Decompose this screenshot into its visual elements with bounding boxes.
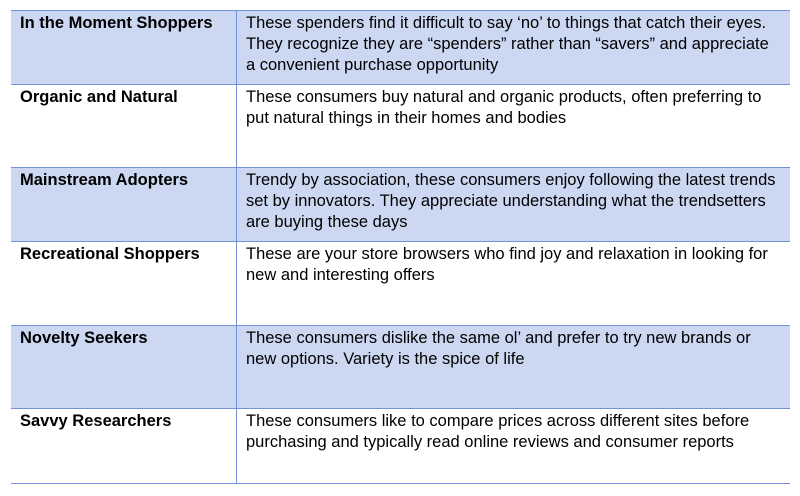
segment-name: Organic and Natural xyxy=(11,84,237,168)
shopper-segments-table: In the Moment Shoppers These spenders fi… xyxy=(11,10,790,484)
table-row: Recreational Shoppers These are your sto… xyxy=(11,241,790,326)
table-row: Savvy Researchers These consumers like t… xyxy=(11,408,790,484)
segment-name: In the Moment Shoppers xyxy=(11,10,237,85)
segment-description: These spenders find it difficult to say … xyxy=(236,10,790,85)
segment-description: Trendy by association, these consumers e… xyxy=(236,167,790,242)
segment-name: Mainstream Adopters xyxy=(11,167,237,242)
table-row: In the Moment Shoppers These spenders fi… xyxy=(11,10,790,85)
table-row: Mainstream Adopters Trendy by associatio… xyxy=(11,167,790,242)
segment-description: These consumers buy natural and organic … xyxy=(236,84,790,168)
segment-name: Novelty Seekers xyxy=(11,325,237,409)
segment-description: These consumers like to compare prices a… xyxy=(236,408,790,484)
segment-description: These consumers dislike the same ol’ and… xyxy=(236,325,790,409)
table-row: Novelty Seekers These consumers dislike … xyxy=(11,325,790,409)
segment-description: These are your store browsers who find j… xyxy=(236,241,790,326)
table-row: Organic and Natural These consumers buy … xyxy=(11,84,790,168)
segment-name: Recreational Shoppers xyxy=(11,241,237,326)
segment-name: Savvy Researchers xyxy=(11,408,237,484)
